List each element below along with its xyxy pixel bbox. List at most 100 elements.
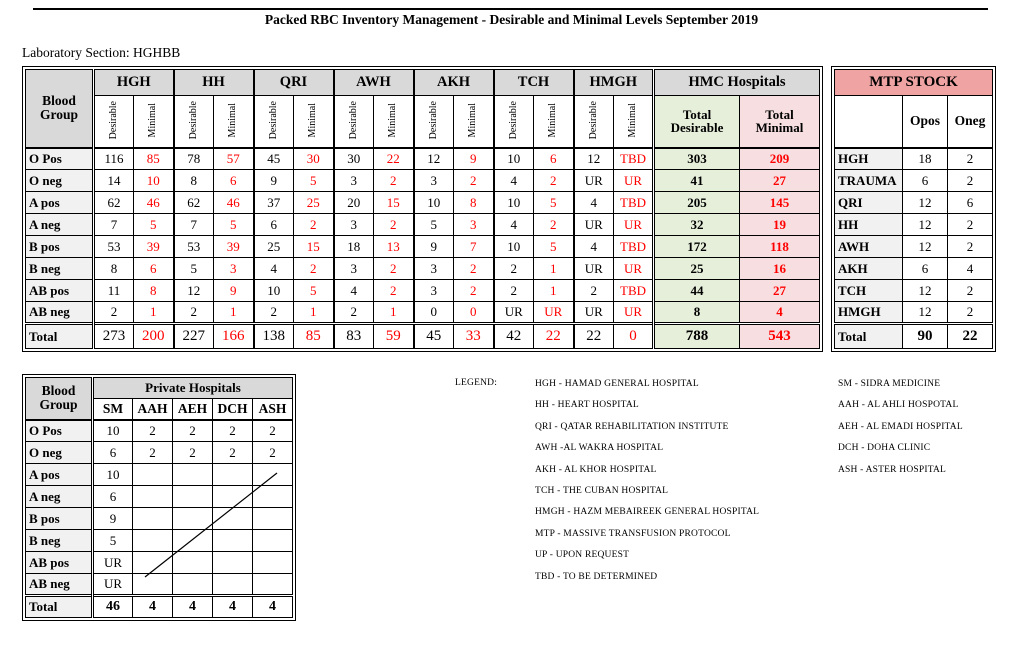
desirable-value: 2 (492, 257, 534, 280)
private-row: B pos 9 (25, 507, 293, 530)
desirable-value: UR (572, 169, 614, 192)
subheader-label: Desirable (187, 100, 199, 140)
mtp-stock-table-grid: MTP STOCK Opos Oneg HGH 18 2 TRAUMA 6 2 QRI 12 6 HH 1… (834, 69, 993, 349)
mtp-opos-value: 6 (902, 257, 948, 280)
total-minimal-sum: 166 (213, 322, 254, 349)
desirable-value: 3 (412, 279, 454, 302)
private-row: O neg 6 2 2 2 2 (25, 441, 293, 464)
minimal-value: 5 (293, 169, 334, 192)
desirable-value: 4 (492, 213, 534, 236)
mtp-opos-value: 12 (902, 279, 948, 302)
total-row: Total 273 200 227 166 138 85 83 59 45 33 42 22 22 0 788… (25, 322, 820, 349)
desirable-value: 30 (332, 146, 374, 170)
minimal-value: 46 (133, 191, 174, 214)
legend-entry: AKH - AL KHOR HOSPITAL (535, 464, 657, 475)
desirable-value: 2 (92, 301, 134, 324)
minimal-value: 2 (533, 169, 574, 192)
legend-entry: AAH - AL AHLI HOSPOTAL (838, 400, 959, 411)
legend-entry: SM - SIDRA MEDICINE (838, 379, 941, 389)
desirable-value: 12 (412, 146, 454, 170)
private-column-header: AEH (172, 398, 213, 420)
subheader-minimal: Minimal (213, 95, 254, 148)
row-label: B neg (25, 257, 94, 280)
private-value: 5 (91, 529, 133, 552)
desirable-value: 2 (572, 279, 614, 302)
minimal-value: 2 (453, 169, 494, 192)
mtp-row: HGH 18 2 (834, 146, 993, 170)
minimal-value: 8 (453, 191, 494, 214)
minimal-value: 0 (453, 301, 494, 324)
private-value: 10 (91, 463, 133, 486)
private-total-value: 46 (91, 594, 133, 618)
desirable-value: UR (572, 213, 614, 236)
total-minimal-value: 209 (739, 146, 820, 170)
private-header-row: Blood Group Private Hospitals (25, 377, 293, 420)
subheader-label: Minimal (467, 102, 479, 138)
mtp-total-opos: 90 (902, 322, 948, 349)
private-column-header: DCH (212, 398, 253, 420)
minimal-value: UR (533, 301, 574, 324)
minimal-value: 9 (213, 279, 254, 302)
desirable-value: 5 (172, 257, 214, 280)
private-value: 6 (91, 485, 133, 508)
minimal-value: 2 (293, 257, 334, 280)
private-value: 9 (91, 507, 133, 530)
mtp-row-label: HMGH (834, 301, 903, 324)
minimal-value: 25 (293, 191, 334, 214)
private-value: 2 (252, 418, 293, 442)
grand-total-desirable: 788 (652, 322, 740, 349)
subheader-desirable: Desirable (172, 95, 214, 148)
subheader-minimal: Minimal (133, 95, 174, 148)
private-subheader-row: SM AAH AEH DCH ASH (26, 398, 293, 420)
desirable-value: 53 (92, 235, 134, 258)
mtp-oneg-value: 4 (947, 257, 993, 280)
minimal-value: 13 (373, 235, 414, 258)
total-minimal-sum: 33 (453, 322, 494, 349)
mtp-column-header: Oneg (947, 95, 993, 148)
hospital-header: HMGH (572, 69, 654, 96)
hospital-header: HH (172, 69, 254, 96)
total-desirable-value: 32 (652, 213, 740, 236)
minimal-value: 5 (533, 191, 574, 214)
legend-entry: HH - HEART HOSPITAL (535, 400, 639, 411)
mtp-opos-value: 18 (902, 146, 948, 170)
total-desirable-sum: 42 (492, 322, 534, 349)
minimal-value: UR (613, 169, 654, 192)
row-label: O Pos (25, 146, 94, 170)
total-desirable-sum: 83 (332, 322, 374, 349)
page-title: Packed RBC Inventory Management - Desira… (264, 12, 759, 27)
desirable-value: 2 (172, 301, 214, 324)
legend-entry: AWH -AL WAKRA HOSPITAL (535, 443, 664, 454)
legend-entry: MTP - MASSIVE TRANSFUSION PROTOCOL (535, 528, 731, 539)
mtp-corner-blank (834, 95, 903, 148)
minimal-value: 6 (133, 257, 174, 280)
subheader-label: Desirable (267, 100, 279, 140)
private-row-label: A pos (25, 463, 93, 486)
minimal-value: 1 (213, 301, 254, 324)
mtp-row: HH 12 2 (834, 213, 993, 236)
mtp-opos-value: 6 (902, 169, 948, 192)
total-minimal-value: 19 (739, 213, 820, 236)
mtp-row-label: HGH (834, 146, 903, 170)
minimal-value: 2 (453, 279, 494, 302)
minimal-value: 5 (533, 235, 574, 258)
total-desirable-value: 172 (652, 235, 740, 258)
minimal-value: 2 (373, 169, 414, 192)
minimal-value: 6 (213, 169, 254, 192)
mtp-row-label: TRAUMA (834, 169, 903, 192)
total-desirable-value: 205 (652, 191, 740, 214)
desirable-value: 10 (252, 279, 294, 302)
mtp-oneg-value: 2 (947, 169, 993, 192)
total-desirable-sum: 273 (92, 322, 134, 349)
private-total-label: Total (25, 594, 93, 618)
mtp-row: QRI 12 6 (834, 191, 993, 214)
subheader-minimal: Minimal (533, 95, 574, 148)
subheader-label: Minimal (147, 102, 159, 138)
subheader-desirable: Desirable (252, 95, 294, 148)
total-desirable-sum: 138 (252, 322, 294, 349)
minimal-value: 7 (453, 235, 494, 258)
private-value: UR (91, 573, 133, 596)
top-rule (33, 8, 988, 10)
mtp-oneg-value: 2 (947, 146, 993, 170)
